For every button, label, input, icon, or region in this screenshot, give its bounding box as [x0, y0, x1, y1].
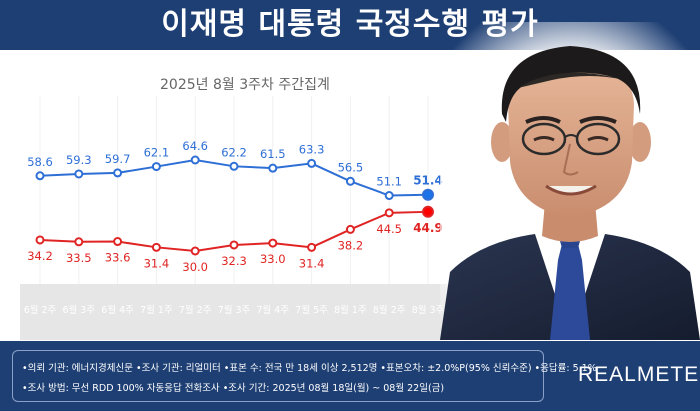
chart: 58.6 59.3 59.7 62.1 64.6 62.2 61.5 63.3 56.5 51.1… [20, 96, 450, 340]
series-2-point [35, 235, 45, 245]
series-1-data-label: 59.7 [105, 152, 131, 166]
series-1-data-label: 62.2 [221, 145, 247, 159]
x-axis-bands [20, 96, 450, 340]
series-2-point [113, 237, 123, 247]
survey-info-line-2: •조사 방법: 무선 RDD 100% 자동응답 전화조사 •조사 기간: 20… [22, 383, 445, 394]
series-2-data-label: 31.4 [144, 256, 170, 270]
series-2-data-label: 38.2 [338, 238, 364, 252]
x-tick-label: 7월 4주 [257, 304, 290, 316]
brand-logo: REALMETER [578, 363, 700, 386]
series-2-point [268, 238, 278, 248]
series-1-data-label: 58.6 [27, 155, 53, 169]
series-1-point [35, 171, 45, 181]
series-2-data-label: 44.9 [413, 221, 443, 235]
series-2-data-label: 44.5 [376, 222, 402, 236]
series-1-point [151, 162, 161, 172]
series-2-data-label: 33.0 [260, 252, 286, 266]
series-2-point [345, 224, 355, 234]
x-tick-label: 6월 4주 [101, 304, 134, 316]
x-tick-label: 8월 1주 [334, 304, 367, 316]
series-1-point [268, 163, 278, 173]
series-2-point [422, 205, 434, 218]
series-2-point [151, 242, 161, 252]
series-1-point [74, 169, 84, 179]
series-1-data-label: 51.1 [376, 175, 402, 189]
president-portrait [440, 22, 700, 340]
series-2-data-label: 30.0 [182, 260, 208, 274]
series-1-data-label: 62.1 [144, 146, 170, 160]
series-1-data-label: 51.4 [413, 174, 443, 188]
series-1-point [345, 176, 355, 186]
series-2-data-label: 31.4 [299, 256, 325, 270]
series-1-data-label: 64.6 [182, 139, 208, 153]
series-1-point [307, 158, 317, 168]
chart-subtitle: 2025년 8월 3주차 주간집계 [160, 77, 330, 93]
series-2-data-label: 33.6 [105, 251, 131, 265]
series-1-point [113, 168, 123, 178]
series-2-point [74, 237, 84, 247]
series-2-data-label: 32.3 [221, 254, 247, 268]
x-tick-label: 6월 2주 [24, 304, 57, 316]
x-tick-label: 7월 2주 [179, 304, 212, 316]
survey-info-box [12, 350, 544, 402]
series-1-data-label: 63.3 [299, 142, 325, 156]
series-1-data-label: 61.5 [260, 147, 286, 161]
x-tick-label: 8월 2주 [373, 304, 406, 316]
series-2-data-label: 33.5 [66, 251, 92, 265]
series-1-point [229, 161, 239, 171]
series-1-data-label: 59.3 [66, 153, 92, 167]
x-tick-label: 6월 3주 [63, 304, 96, 316]
footer-bar [0, 341, 700, 411]
survey-info-line-1: •의뢰 기관: 에너지경제신문 •조사 기관: 리얼미터 •표본 수: 전국 만… [22, 363, 597, 374]
series-2-point [384, 208, 394, 218]
series-2-point [229, 240, 239, 250]
series-1-data-label: 56.5 [338, 160, 364, 174]
series-1-point [384, 191, 394, 201]
x-tick-label: 7월 3주 [218, 304, 251, 316]
series-1-point [422, 188, 434, 201]
x-tick-label: 7월 1주 [140, 304, 173, 316]
series-2-data-label: 34.2 [27, 249, 53, 263]
x-axis-band [20, 284, 450, 340]
series-2-point [307, 242, 317, 252]
series-1-point [190, 155, 200, 165]
x-tick-label: 7월 5주 [295, 304, 328, 316]
series-2-point [190, 246, 200, 256]
x-tick-label: 8월 3주 [412, 304, 445, 316]
